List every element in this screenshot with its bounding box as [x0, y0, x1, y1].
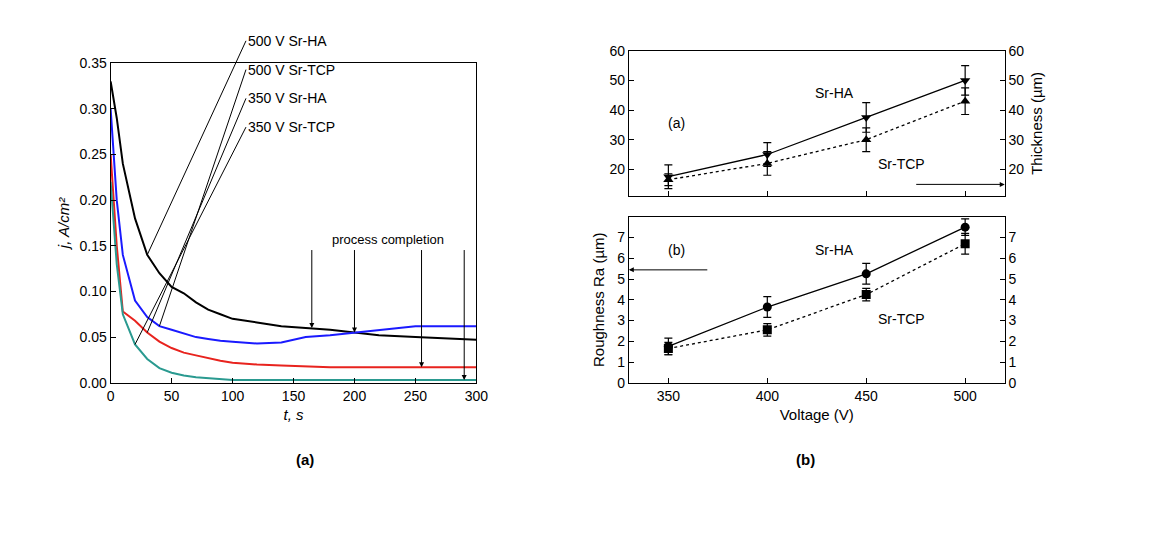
svg-text:0.15: 0.15 — [80, 238, 107, 254]
svg-text:6: 6 — [617, 250, 625, 266]
svg-text:150: 150 — [282, 388, 306, 404]
svg-text:0.05: 0.05 — [80, 329, 107, 345]
svg-text:500 V Sr-HA: 500 V Sr-HA — [248, 33, 327, 49]
svg-text:400: 400 — [756, 388, 780, 404]
svg-text:20: 20 — [1009, 161, 1025, 177]
svg-text:30: 30 — [609, 132, 625, 148]
svg-text:0.00: 0.00 — [80, 375, 107, 391]
svg-text:6: 6 — [1009, 250, 1017, 266]
svg-text:t, s: t, s — [284, 406, 305, 423]
svg-text:500: 500 — [953, 388, 977, 404]
svg-text:450: 450 — [855, 388, 879, 404]
svg-text:process completion: process completion — [332, 232, 444, 247]
svg-text:7: 7 — [617, 229, 625, 245]
svg-text:3: 3 — [617, 312, 625, 328]
svg-text:5: 5 — [617, 271, 625, 287]
svg-text:0.30: 0.30 — [80, 101, 107, 117]
svg-text:7: 7 — [1009, 229, 1017, 245]
svg-text:60: 60 — [1009, 43, 1025, 59]
svg-text:350: 350 — [657, 388, 681, 404]
svg-text:0.20: 0.20 — [80, 192, 107, 208]
svg-text:(a): (a) — [668, 115, 685, 131]
svg-text:1: 1 — [617, 354, 625, 370]
svg-text:20: 20 — [609, 161, 625, 177]
svg-text:0.25: 0.25 — [80, 146, 107, 162]
svg-text:50: 50 — [609, 72, 625, 88]
svg-text:0.10: 0.10 — [80, 283, 107, 299]
svg-text:Sr-HA: Sr-HA — [815, 85, 854, 101]
svg-text:350 V Sr-TCP: 350 V Sr-TCP — [248, 119, 335, 135]
svg-text:200: 200 — [343, 388, 367, 404]
svg-text:300: 300 — [465, 388, 489, 404]
svg-text:100: 100 — [221, 388, 245, 404]
svg-text:Roughness Ra (µm): Roughness Ra (µm) — [590, 232, 607, 367]
svg-text:(b): (b) — [796, 451, 815, 468]
svg-text:Sr-TCP: Sr-TCP — [878, 156, 925, 172]
svg-text:0: 0 — [107, 388, 115, 404]
svg-text:250: 250 — [404, 388, 428, 404]
svg-text:(a): (a) — [296, 451, 314, 468]
svg-text:0: 0 — [1009, 375, 1017, 391]
svg-text:3: 3 — [1009, 312, 1017, 328]
svg-text:40: 40 — [1009, 102, 1025, 118]
svg-text:4: 4 — [1009, 292, 1017, 308]
svg-text:350 V Sr-HA: 350 V Sr-HA — [248, 90, 327, 106]
svg-text:5: 5 — [1009, 271, 1017, 287]
svg-text:50: 50 — [164, 388, 180, 404]
svg-text:30: 30 — [1009, 132, 1025, 148]
svg-text:500 V Sr-TCP: 500 V Sr-TCP — [248, 62, 335, 78]
svg-text:0: 0 — [617, 375, 625, 391]
svg-text:j, A/cm²: j, A/cm² — [55, 197, 72, 250]
svg-text:0.35: 0.35 — [80, 55, 107, 71]
svg-text:Sr-HA: Sr-HA — [815, 242, 854, 258]
svg-text:40: 40 — [609, 102, 625, 118]
svg-text:Sr-TCP: Sr-TCP — [878, 311, 925, 327]
svg-text:Voltage (V): Voltage (V) — [780, 406, 854, 423]
svg-text:4: 4 — [617, 292, 625, 308]
svg-text:2: 2 — [1009, 333, 1017, 349]
svg-text:(b): (b) — [668, 242, 685, 258]
svg-text:Thickness (µm): Thickness (µm) — [1028, 72, 1045, 175]
svg-text:50: 50 — [1009, 72, 1025, 88]
svg-text:2: 2 — [617, 333, 625, 349]
svg-text:1: 1 — [1009, 354, 1017, 370]
svg-text:60: 60 — [609, 43, 625, 59]
